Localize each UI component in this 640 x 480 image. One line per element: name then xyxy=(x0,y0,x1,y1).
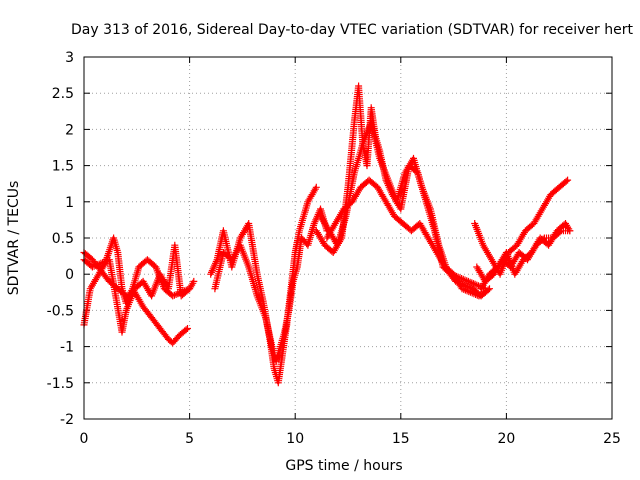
data-point-markers xyxy=(80,241,198,336)
data-point-markers xyxy=(477,220,574,293)
y-tick-label: 1.5 xyxy=(52,159,74,175)
plot-frame xyxy=(83,56,613,420)
y-tick-label: 0 xyxy=(65,267,74,283)
y-tick-label: -0.5 xyxy=(47,303,74,319)
y-tick-label: 2.5 xyxy=(52,86,74,102)
x-tick-label: 10 xyxy=(286,431,304,447)
x-tick-label: 0 xyxy=(80,431,89,447)
x-tick-label: 15 xyxy=(392,431,410,447)
series-trace-c xyxy=(80,241,198,336)
y-tick-label: 2 xyxy=(65,122,74,138)
chart-title: Day 313 of 2016, Sidereal Day-to-day VTE… xyxy=(71,22,633,38)
axis-ticks: 0 5 10 15 20 25 -2 -1.5 -1 -0.5 0 0.5 1 1.5 2 2.5 3 xyxy=(47,50,621,447)
series-trace-d xyxy=(207,183,320,387)
x-axis-title: GPS time / hours xyxy=(285,458,402,474)
y-tick-label: 3 xyxy=(65,50,74,66)
data-point-markers xyxy=(211,205,331,365)
x-tick-label: 5 xyxy=(185,431,194,447)
x-tick-label: 20 xyxy=(497,431,515,447)
y-tick-label: 0.5 xyxy=(52,231,74,247)
x-tick-label: 25 xyxy=(603,431,621,447)
series-trace-h xyxy=(323,176,489,300)
y-axis-title: SDTVAR / TECUs xyxy=(6,181,22,296)
y-tick-label: -2 xyxy=(60,412,74,428)
series-trace-k xyxy=(477,220,574,293)
y-tick-label: -1 xyxy=(60,340,74,356)
series-trace-e xyxy=(211,205,331,365)
data-point-markers xyxy=(323,176,489,300)
y-tick-label: -1.5 xyxy=(47,376,74,392)
data-points xyxy=(80,82,574,387)
data-point-markers xyxy=(207,183,320,387)
y-tick-label: 1 xyxy=(65,195,74,211)
grid xyxy=(84,57,612,419)
